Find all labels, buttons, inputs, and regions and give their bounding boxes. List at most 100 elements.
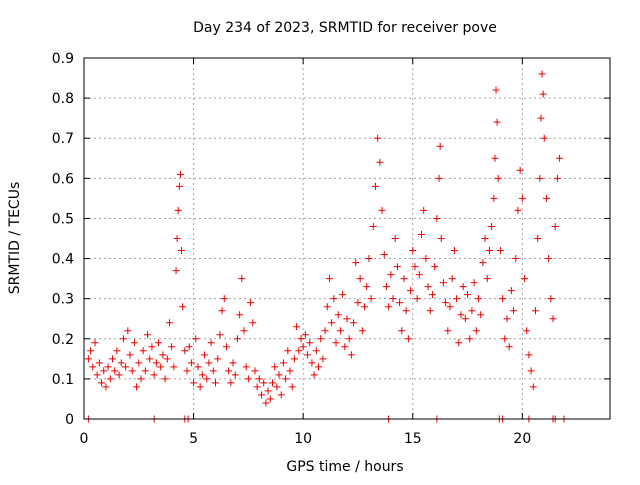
data-point xyxy=(119,335,127,343)
data-point xyxy=(407,287,415,295)
data-point xyxy=(295,347,303,355)
data-point xyxy=(523,327,531,335)
data-point xyxy=(413,295,421,303)
data-point xyxy=(503,315,511,323)
data-point xyxy=(205,359,213,367)
data-point xyxy=(330,295,338,303)
data-point xyxy=(179,303,187,311)
x-tick-label: 5 xyxy=(189,431,198,447)
data-point xyxy=(402,307,410,315)
data-point xyxy=(380,251,388,259)
data-point xyxy=(198,371,206,379)
data-point xyxy=(126,351,134,359)
data-point xyxy=(187,359,195,367)
data-point xyxy=(409,247,417,255)
data-point xyxy=(170,363,178,371)
data-point xyxy=(464,291,472,299)
data-point xyxy=(556,154,564,162)
data-point xyxy=(536,174,544,182)
data-point xyxy=(436,142,444,150)
data-point xyxy=(178,247,186,255)
data-point xyxy=(176,170,184,178)
data-point xyxy=(400,275,408,283)
data-point xyxy=(89,363,97,371)
data-point xyxy=(312,347,320,355)
data-point xyxy=(244,375,252,383)
data-point xyxy=(466,335,474,343)
data-point xyxy=(396,299,404,307)
data-point xyxy=(122,363,130,371)
y-tick-label: 0.2 xyxy=(52,332,74,348)
data-point xyxy=(275,371,283,379)
data-point xyxy=(479,259,487,267)
data-point xyxy=(455,339,463,347)
data-point xyxy=(133,383,141,391)
data-point xyxy=(271,363,279,371)
data-point xyxy=(279,359,287,367)
data-point xyxy=(499,295,507,303)
data-point xyxy=(433,214,441,222)
data-point xyxy=(540,134,548,142)
data-point xyxy=(496,247,504,255)
data-point xyxy=(315,363,323,371)
data-point xyxy=(339,291,347,299)
data-point xyxy=(128,367,136,375)
data-point xyxy=(222,343,230,351)
data-point xyxy=(297,335,305,343)
data-point xyxy=(161,375,169,383)
data-point xyxy=(332,339,340,347)
data-point xyxy=(494,174,502,182)
data-point xyxy=(236,311,244,319)
data-point xyxy=(334,311,342,319)
data-point xyxy=(220,295,228,303)
data-point xyxy=(137,375,145,383)
data-point xyxy=(358,327,366,335)
data-point xyxy=(435,174,443,182)
data-point xyxy=(439,279,447,287)
data-point xyxy=(361,303,369,311)
data-point xyxy=(141,367,149,375)
y-tick-label: 0.6 xyxy=(52,171,74,187)
data-point xyxy=(527,367,535,375)
data-point xyxy=(216,331,224,339)
data-point xyxy=(398,327,406,335)
data-point xyxy=(341,343,349,351)
y-tick-label: 0.5 xyxy=(52,211,74,227)
y-axis-label: SRMTID / TECUs xyxy=(7,182,23,295)
data-point xyxy=(461,315,469,323)
data-point xyxy=(391,235,399,242)
data-point xyxy=(431,263,439,271)
data-point xyxy=(347,351,355,359)
data-point xyxy=(363,283,371,291)
data-point xyxy=(163,355,171,363)
data-point xyxy=(253,383,261,391)
data-point xyxy=(444,327,452,335)
data-point xyxy=(174,206,182,214)
data-point xyxy=(420,206,428,214)
data-point xyxy=(512,255,520,263)
data-point xyxy=(212,379,219,387)
x-axis-label: GPS time / hours xyxy=(286,459,403,475)
x-tick-label: 10 xyxy=(294,431,312,447)
data-point xyxy=(446,303,454,311)
data-point xyxy=(493,118,501,126)
axis-ticks: 0 0.1 0.2 0.3 0.4 0.5 0.6 0.7 0.8 0.9 0 5 10 15 20 xyxy=(52,51,610,447)
data-point xyxy=(124,327,132,335)
data-point xyxy=(268,379,276,387)
data-point xyxy=(227,379,235,387)
y-tick-label: 0.7 xyxy=(52,131,74,147)
data-point xyxy=(516,166,524,174)
data-point xyxy=(404,335,412,343)
data-point xyxy=(501,335,509,343)
data-point xyxy=(453,295,461,303)
data-point xyxy=(369,222,377,230)
data-point xyxy=(483,275,491,283)
data-point xyxy=(551,222,559,230)
data-point xyxy=(415,271,423,279)
data-point xyxy=(231,371,239,379)
data-point xyxy=(91,339,99,347)
data-point xyxy=(175,182,183,190)
data-point xyxy=(343,315,351,323)
data-point xyxy=(424,283,432,291)
data-point xyxy=(93,371,101,379)
